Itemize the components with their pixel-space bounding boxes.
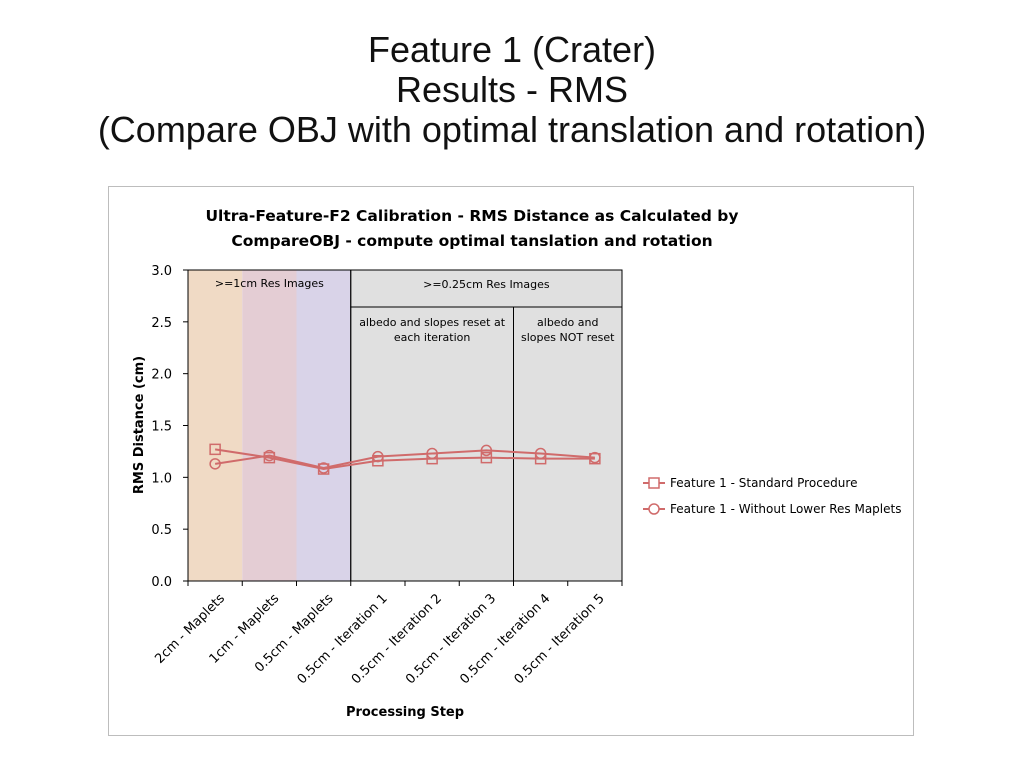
series-2-point	[209, 458, 221, 470]
slide-title-line-2: Results - RMS	[395, 69, 629, 110]
band-0-5cm	[296, 270, 351, 581]
x-tick-label: 0.5cm - Iteration 5	[512, 591, 608, 687]
region-low-res-label: >=1cm Res Images	[215, 277, 324, 290]
chart-title-line-2: CompareOBJ - compute optimal tanslation …	[231, 232, 712, 250]
series-1-point	[480, 451, 493, 464]
x-tick-label: 0.5cm - Iteration 4	[457, 591, 553, 687]
legend-marker-circle	[648, 503, 660, 515]
region-high-res-label: >=0.25cm Res Images	[423, 278, 550, 291]
series-2-point	[263, 449, 276, 462]
slide-title: Feature 1 (Crater) Results - RMS (Compar…	[0, 30, 1024, 150]
y-tick-label: 0.5	[151, 523, 172, 538]
y-tick-label: 1.0	[151, 471, 172, 486]
y-tick-label: 0.0	[151, 575, 172, 590]
series-2-line	[214, 449, 595, 470]
band-high-res	[350, 270, 622, 581]
y-tick-label: 2.0	[151, 368, 172, 383]
series-1-line	[214, 448, 595, 471]
band-1cm	[242, 270, 297, 581]
x-tick-label: 0.5cm - Iteration 3	[403, 591, 499, 687]
legend-marker-square	[648, 477, 660, 489]
y-tick-label: 1.5	[151, 420, 172, 435]
y-axis-title: RMS Distance (cm)	[132, 356, 147, 494]
series-2-point	[534, 447, 547, 460]
series-2-point	[372, 450, 384, 463]
series-2-point	[480, 444, 493, 457]
series-2-point	[589, 451, 601, 464]
chart-title-line-1: Ultra-Feature-F2 Calibration - RMS Dista…	[205, 207, 738, 225]
slide-title-line-3: (Compare OBJ with optimal translation an…	[97, 109, 927, 150]
region-reset-label-line-1: albedo and slopes reset at	[359, 316, 506, 329]
series-2-point	[317, 462, 330, 474]
region-not-reset-label-line-1: albedo and	[537, 316, 598, 329]
series-1-point	[209, 443, 221, 456]
slide-title-line-1: Feature 1 (Crater)	[367, 29, 657, 70]
x-tick-label: 0.5cm - Iteration 2	[349, 591, 445, 687]
legend-label: Feature 1 - Standard Procedure	[670, 476, 857, 490]
series-2-point	[426, 447, 438, 460]
band-2cm	[188, 270, 243, 581]
y-tick-label: 3.0	[151, 264, 172, 279]
y-tick-label: 2.5	[151, 316, 172, 331]
x-axis-title: Processing Step	[346, 705, 464, 720]
legend-label: Feature 1 - Without Lower Res Maplets	[670, 502, 901, 516]
region-not-reset-label-line-2: slopes NOT reset	[521, 331, 615, 344]
region-reset-label-line-2: each iteration	[394, 331, 471, 344]
x-tick-label: 0.5cm - Iteration 1	[295, 591, 391, 687]
